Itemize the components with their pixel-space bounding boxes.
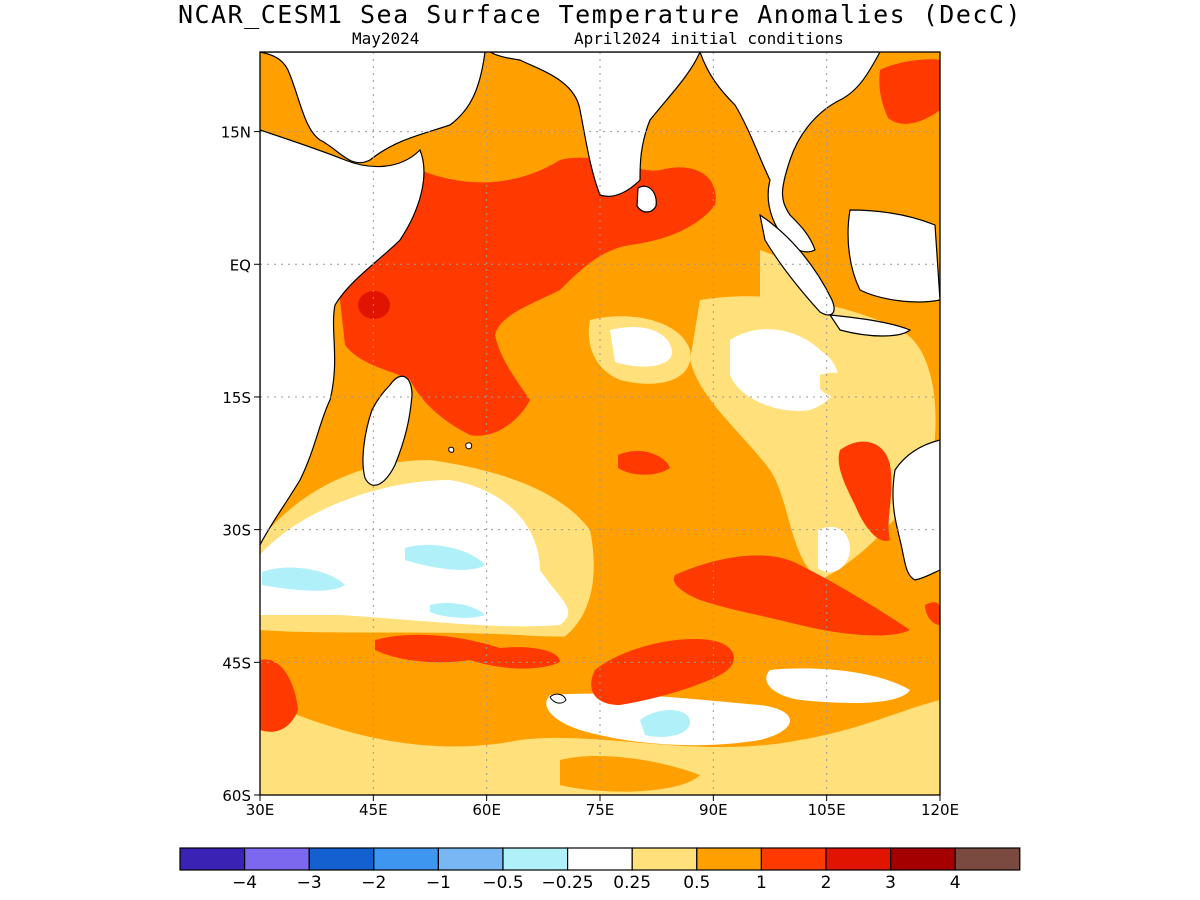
land-africa xyxy=(260,129,425,546)
lat-tick-label: 45S xyxy=(222,654,251,672)
colorbar-label: −2 xyxy=(361,873,386,893)
colorbar-swatch xyxy=(373,847,439,871)
land-java xyxy=(828,314,912,337)
colorbar-swatch xyxy=(437,847,504,871)
colorbar-label: 2 xyxy=(821,873,832,893)
land-kerguelen xyxy=(549,693,567,704)
colorbar-label: −4 xyxy=(232,873,257,893)
anomaly-red-south-china-sea xyxy=(879,59,940,124)
land-borneo xyxy=(847,209,940,303)
anomaly-pale-sumatra xyxy=(760,250,820,320)
colorbar-label: 4 xyxy=(950,873,961,893)
chart-title: NCAR_CESM1 Sea Surface Temperature Anoma… xyxy=(177,0,1023,29)
colorbar-label: −0.5 xyxy=(482,873,523,893)
colorbar-label: −0.25 xyxy=(542,873,594,893)
colorbar-swatch xyxy=(631,847,698,871)
lat-tick-label: 15N xyxy=(221,124,251,142)
anomaly-white-central xyxy=(610,326,672,367)
anomaly-cool-southwest-2 xyxy=(405,544,485,570)
land-australia xyxy=(892,439,940,581)
land-southeast-asia xyxy=(699,52,881,253)
map-plot-area xyxy=(260,52,940,795)
lat-tick-label: EQ xyxy=(230,256,251,274)
colorbar-swatch xyxy=(566,847,633,871)
anomaly-red-edge xyxy=(925,602,940,625)
anomaly-red-far-southwest xyxy=(260,659,298,732)
lon-tick-label: 90E xyxy=(699,801,728,819)
anomaly-red-45s xyxy=(375,634,560,669)
lon-tick-label: 105E xyxy=(808,801,846,819)
colorbar-label: 3 xyxy=(885,873,896,893)
lon-tick-label: 75E xyxy=(586,801,615,819)
colorbar-swatch xyxy=(954,847,1021,871)
colorbar-swatch xyxy=(760,847,827,871)
anomaly-white-east-2 xyxy=(818,526,850,573)
anomaly-warm-south-edge xyxy=(560,755,700,792)
colorbar-swatch xyxy=(889,847,956,871)
lat-tick-label: 30S xyxy=(222,522,251,540)
anomaly-red-south-central xyxy=(591,639,734,705)
colorbar-swatch xyxy=(179,847,246,871)
colorbar-label: 1 xyxy=(756,873,767,893)
lat-tick-label: 60S xyxy=(222,787,251,805)
anomaly-red-northwest xyxy=(340,157,716,436)
colorbar-swatch xyxy=(825,847,892,871)
land-sri-lanka xyxy=(636,185,657,213)
colorbar-label: −3 xyxy=(297,873,322,893)
lon-tick-label: 60E xyxy=(472,801,501,819)
anomaly-darkred-core xyxy=(358,291,390,319)
land-mauritius xyxy=(465,442,473,450)
latitude-ticks: 15N EQ 15S 30S 45S 60S xyxy=(221,124,260,805)
grid-lines xyxy=(260,52,940,795)
anomaly-red-central xyxy=(618,450,670,475)
colorbar-swatch xyxy=(308,847,375,871)
anomaly-cool-southwest-3 xyxy=(430,603,485,618)
anomaly-white-south-east xyxy=(766,668,910,703)
anomaly-red-west-australia xyxy=(838,441,892,541)
lon-tick-label: 120E xyxy=(921,801,959,819)
anomaly-red-southeast xyxy=(673,555,910,636)
initial-conditions: April2024 initial conditions xyxy=(574,29,844,48)
lat-tick-label: 15S xyxy=(222,389,251,407)
colorbar: −4 −3 −2 −1 −0.5 −0.25 0.25 0.5 1 2 3 4 xyxy=(179,847,1021,893)
colorbar-label: −1 xyxy=(426,873,451,893)
land-madagascar xyxy=(362,375,413,486)
colorbar-swatch xyxy=(244,847,310,871)
land-arabia xyxy=(260,52,486,164)
colorbar-swatch xyxy=(696,847,762,871)
anomaly-cool-south xyxy=(640,710,690,737)
colorbar-swatch xyxy=(502,847,569,871)
anomaly-cool-southwest-1 xyxy=(262,567,345,591)
colorbar-label: 0.5 xyxy=(683,873,710,893)
land-sumatra xyxy=(759,213,835,316)
land-india xyxy=(488,52,701,197)
forecast-month: May2024 xyxy=(352,29,420,48)
anomaly-pale-east-spot xyxy=(820,372,853,397)
anomaly-pale-south xyxy=(260,700,940,795)
lon-tick-label: 45E xyxy=(359,801,388,819)
anomaly-white-east-1 xyxy=(730,329,839,411)
colorbar-label: 0.25 xyxy=(613,873,651,893)
lon-tick-label: 30E xyxy=(246,801,275,819)
longitude-ticks: 30E 45E 60E 75E 90E 105E 120E xyxy=(246,795,959,819)
land-reunion xyxy=(448,446,455,453)
